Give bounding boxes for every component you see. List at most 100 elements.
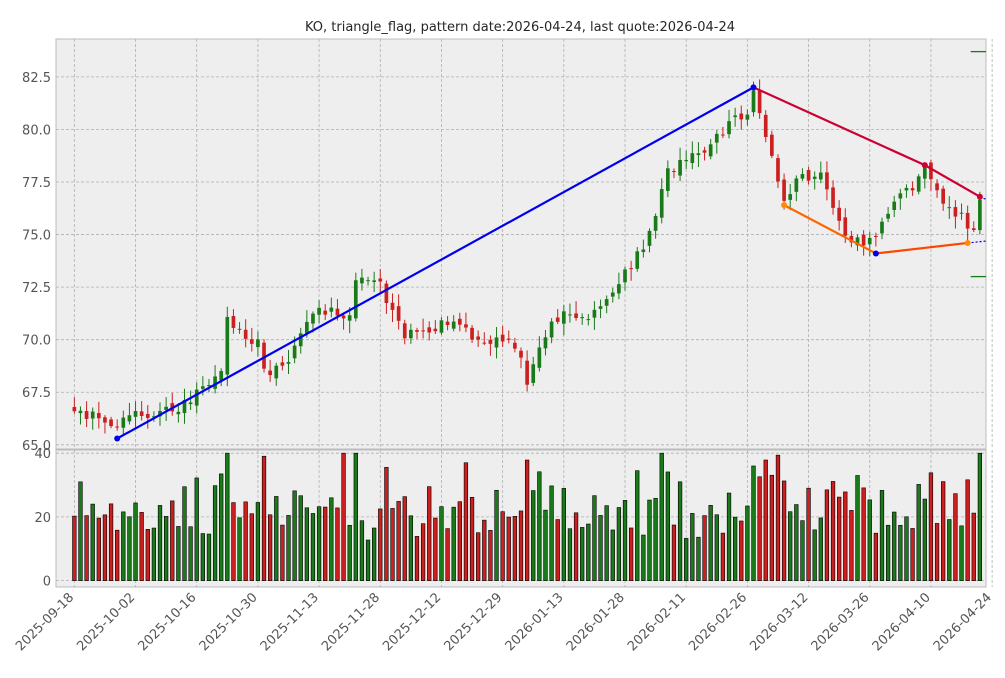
pattern-marker [921, 162, 928, 169]
candle-body [103, 417, 107, 423]
volume-bar [573, 512, 579, 581]
volume-bar [182, 486, 187, 581]
candle-body [849, 235, 854, 243]
volume-bar [145, 529, 150, 581]
volume-bar [616, 507, 622, 581]
candle-body [721, 134, 725, 136]
volume-bar [922, 498, 927, 581]
target-levels [970, 50, 986, 278]
candle-body [207, 385, 211, 387]
candle-body [543, 337, 548, 349]
volume-bar [659, 452, 664, 581]
candle-body [298, 333, 303, 347]
volume-bar [408, 515, 414, 581]
volume-bar [78, 481, 83, 581]
candle-body [880, 221, 884, 234]
candle-body [561, 311, 566, 324]
volume-bar [567, 528, 573, 581]
pattern-marker [976, 193, 983, 200]
candle-body [305, 321, 309, 334]
candle-body [770, 134, 774, 156]
pattern-line-pole [116, 86, 755, 440]
volume-bar [555, 519, 560, 581]
volume-panel: 0 20 40 [34, 447, 993, 590]
candle-body [568, 314, 572, 316]
pattern-marker [114, 435, 121, 442]
volume-y-tick-label: 0 [43, 575, 51, 590]
candle-body [274, 365, 279, 379]
pattern-markers [114, 84, 983, 442]
volume-bar [341, 452, 346, 581]
candle-body [513, 342, 517, 349]
candle-body [329, 307, 334, 312]
volume-bar [781, 480, 787, 581]
candle-body [139, 411, 144, 416]
candle-body [690, 153, 695, 164]
volume-bar [604, 505, 609, 581]
volume-bar [176, 526, 181, 581]
pattern-marker [872, 250, 879, 257]
volume-bar [108, 503, 114, 581]
candle-body [286, 362, 291, 364]
candle-body [555, 317, 560, 322]
candle-body [500, 334, 505, 342]
volume-bar [543, 509, 548, 581]
candle-body [323, 310, 328, 315]
volume-bar [628, 527, 634, 581]
candle-body [378, 278, 383, 282]
volume-bar [188, 526, 193, 581]
volume-bar [916, 484, 921, 581]
volume-bar [794, 504, 799, 581]
candle-body [641, 249, 646, 253]
volume-bar [157, 505, 163, 581]
candle-body [231, 316, 236, 328]
price-y-tick-label: 70.0 [22, 334, 51, 349]
candle-body [96, 413, 101, 419]
volume-bar [476, 532, 481, 581]
volume-bar [237, 517, 242, 581]
candle-body [782, 179, 786, 201]
volume-bar [598, 515, 603, 581]
candle-body [415, 330, 419, 332]
price-y-tick-label: 82.5 [22, 71, 51, 86]
candle-body [519, 350, 523, 358]
volume-bar [537, 471, 542, 581]
candle-body [855, 237, 860, 246]
candle-body [574, 313, 578, 318]
volume-bar [347, 525, 352, 581]
volume-bar [469, 496, 475, 581]
volume-bar [892, 511, 897, 581]
candle-body [409, 329, 413, 339]
candle-body [837, 207, 841, 221]
candle-body [396, 306, 401, 321]
volume-bar [622, 500, 628, 581]
volume-bar [818, 517, 823, 581]
volume-bar [849, 510, 854, 581]
candle-body [751, 90, 756, 113]
candle-body [427, 327, 432, 333]
candle-body [776, 158, 780, 182]
candle-body [531, 364, 536, 383]
volume-bar [531, 490, 536, 581]
candle-body [788, 194, 793, 200]
candle-body [317, 307, 321, 315]
volume-bar [696, 536, 701, 581]
volume-bar [304, 507, 309, 581]
candle-body [818, 172, 823, 180]
volume-y-axis: 0 20 40 [34, 447, 51, 589]
volume-bar [335, 507, 340, 581]
candle-body [604, 299, 609, 306]
pattern-line-lower [783, 204, 877, 255]
volume-bar [561, 488, 566, 581]
volume-bar [592, 495, 597, 581]
candle-body [243, 329, 248, 339]
candle-body [268, 370, 272, 376]
candle-body [800, 174, 805, 179]
volume-bar [885, 524, 891, 581]
volume-bar [518, 510, 524, 581]
volume-bar [751, 465, 756, 581]
volume-bar [457, 501, 462, 581]
volume-bar [910, 528, 915, 581]
candle-body [470, 327, 474, 340]
volume-bar [763, 459, 768, 581]
